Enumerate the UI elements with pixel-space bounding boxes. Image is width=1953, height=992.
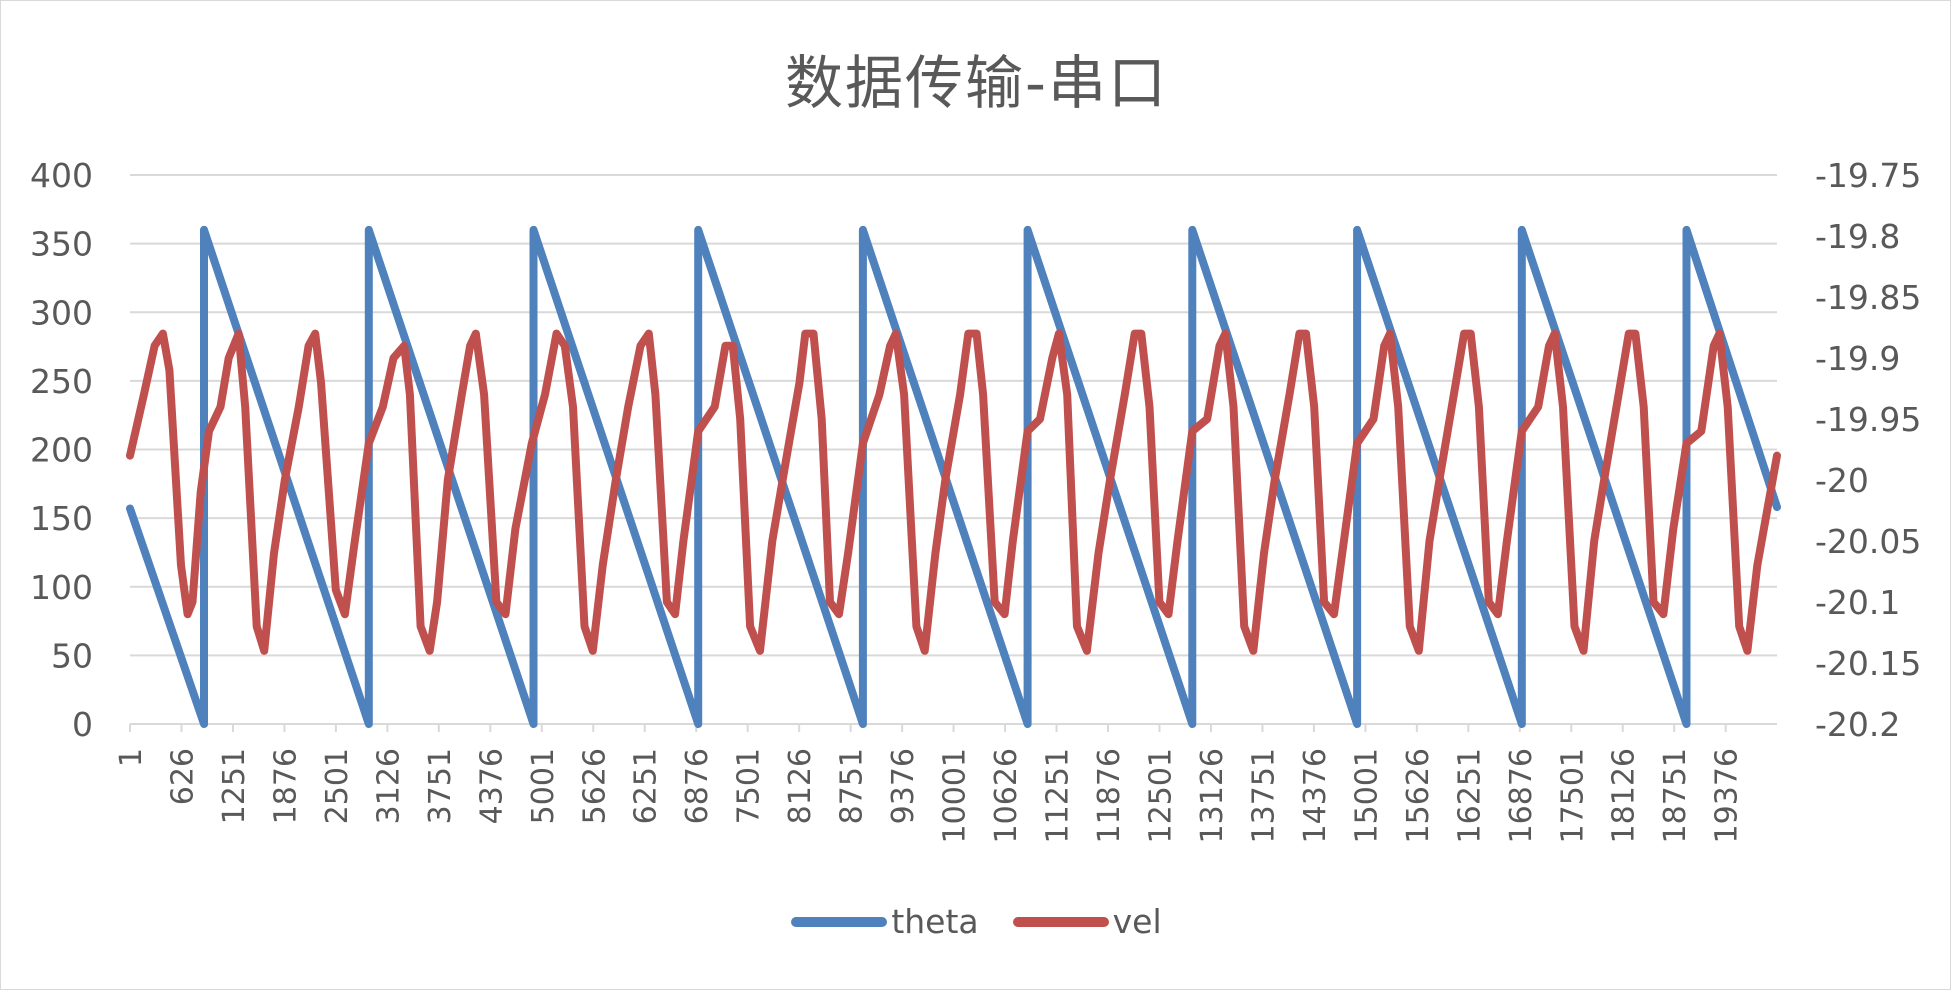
chart-title: 数据传输-串口 bbox=[785, 49, 1168, 117]
right-y-tick-label: -20.1 bbox=[1815, 583, 1900, 622]
x-tick-label: 17501 bbox=[1555, 748, 1590, 843]
x-tick-label: 18751 bbox=[1658, 748, 1693, 843]
legend-swatch-theta bbox=[791, 916, 888, 927]
left-y-tick-label: 250 bbox=[30, 362, 93, 401]
series-lines bbox=[126, 225, 1781, 728]
x-tick-label: 7501 bbox=[732, 748, 767, 824]
legend-item-vel: vel bbox=[1012, 902, 1162, 941]
left-y-tick-label: 200 bbox=[30, 431, 93, 470]
x-tick-label: 4376 bbox=[474, 748, 509, 824]
x-tick-label: 3751 bbox=[423, 748, 458, 824]
x-tick-label: 14376 bbox=[1298, 748, 1333, 843]
left-y-tick-label: 400 bbox=[30, 156, 93, 195]
right-y-tick-label: -20.15 bbox=[1815, 644, 1921, 683]
right-y-tick-label: -19.8 bbox=[1815, 217, 1900, 256]
x-tick-label: 18126 bbox=[1607, 748, 1642, 843]
left-y-tick-label: 350 bbox=[30, 225, 93, 264]
x-tick-label: 1876 bbox=[268, 748, 303, 824]
right-y-tick-label: -20.2 bbox=[1815, 705, 1900, 744]
left-y-tick-label: 0 bbox=[72, 705, 93, 744]
series-line-vel bbox=[126, 329, 1781, 655]
x-tick-label: 11251 bbox=[1041, 748, 1076, 843]
right-y-tick-label: -19.85 bbox=[1815, 278, 1921, 317]
left-y-tick-label: 150 bbox=[30, 499, 93, 538]
x-tick-label: 2501 bbox=[320, 748, 355, 824]
x-tick-label: 15626 bbox=[1401, 748, 1436, 843]
x-tick-label: 6251 bbox=[629, 748, 664, 824]
left-y-tick-label: 100 bbox=[30, 568, 93, 607]
x-tick-label: 3126 bbox=[371, 748, 406, 824]
x-tick-label: 19376 bbox=[1710, 748, 1745, 843]
x-tick-label: 8126 bbox=[783, 748, 818, 824]
legend-label-vel: vel bbox=[1112, 902, 1162, 941]
right-y-tick-label: -20 bbox=[1815, 461, 1869, 500]
x-tick-label: 16876 bbox=[1504, 748, 1539, 843]
legend-swatch-vel bbox=[1012, 916, 1109, 927]
x-tick-label: 12501 bbox=[1143, 748, 1178, 843]
left-y-tick-label: 300 bbox=[30, 293, 93, 332]
x-tick-label: 10626 bbox=[989, 748, 1024, 843]
x-tick-label: 13751 bbox=[1246, 748, 1281, 843]
x-tick-label: 5001 bbox=[526, 748, 561, 824]
right-y-tick-label: -19.75 bbox=[1815, 156, 1921, 195]
x-tick-label: 16251 bbox=[1452, 748, 1487, 843]
x-tick-label: 8751 bbox=[835, 748, 870, 824]
legend-label-theta: theta bbox=[891, 902, 979, 941]
legend: theta vel bbox=[0, 902, 1953, 941]
right-y-tick-label: -19.95 bbox=[1815, 400, 1921, 439]
x-tick-label: 10001 bbox=[938, 748, 973, 843]
left-y-tick-label: 50 bbox=[51, 636, 93, 675]
x-tick-label: 13126 bbox=[1195, 748, 1230, 843]
x-tick-label: 626 bbox=[165, 748, 200, 805]
x-tick-label: 1 bbox=[114, 748, 149, 767]
x-tick-label: 5626 bbox=[577, 748, 612, 824]
x-tick-label: 6876 bbox=[680, 748, 715, 824]
x-tick-label: 1251 bbox=[217, 748, 252, 824]
x-tick-label: 15001 bbox=[1349, 748, 1384, 843]
x-tick-label: 11876 bbox=[1092, 748, 1127, 843]
x-axis-ticks: 1 626 1251 1876 2501 3126 3751 4376 5001 5626 6251… bbox=[114, 724, 1745, 843]
left-y-axis-ticks: 0 50 100 150 200 250 300 350 400 bbox=[30, 156, 93, 744]
x-tick-label: 9376 bbox=[886, 748, 921, 824]
legend-item-theta: theta bbox=[791, 902, 979, 941]
right-y-tick-label: -19.9 bbox=[1815, 339, 1900, 378]
right-y-axis-ticks: -20.2 -20.15 -20.1 -20.05 -20 -19.95 -19.9 -19.… bbox=[1815, 156, 1921, 744]
right-y-tick-label: -20.05 bbox=[1815, 522, 1921, 561]
series-line-theta bbox=[126, 225, 1781, 728]
